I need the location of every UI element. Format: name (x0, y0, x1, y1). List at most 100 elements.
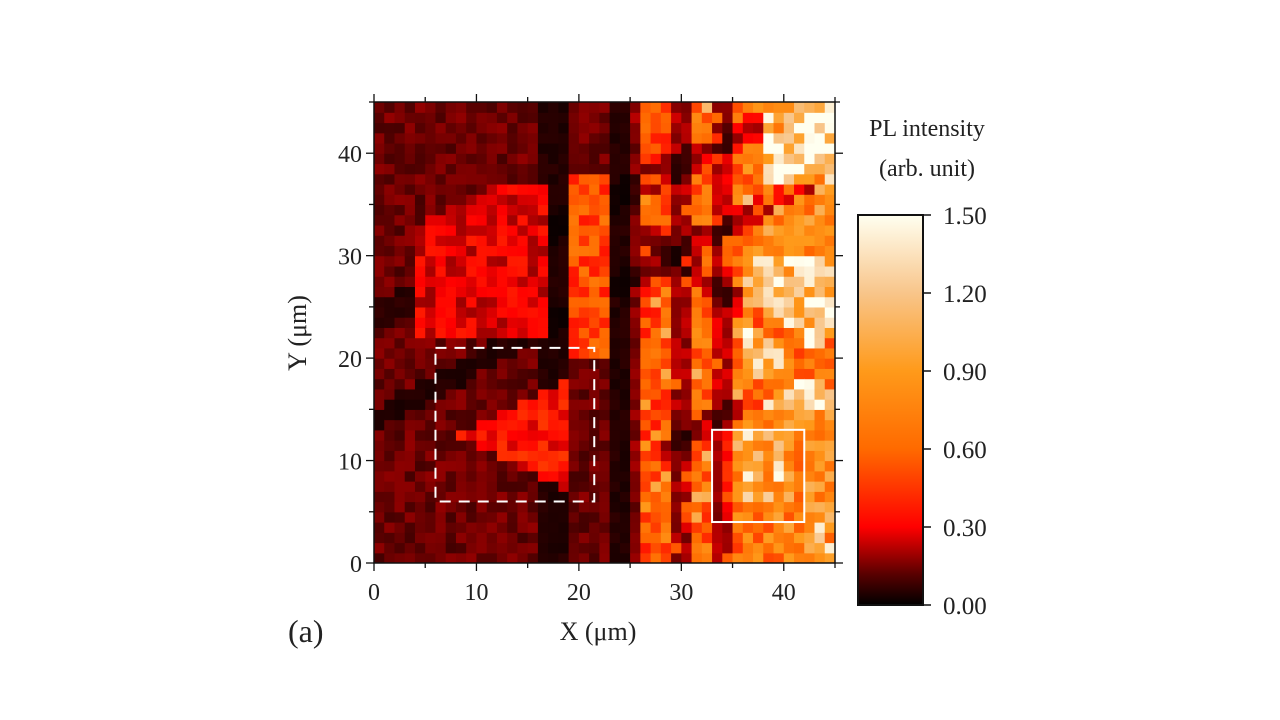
heatmap-cell (609, 224, 621, 236)
heatmap-cell (507, 194, 519, 206)
heatmap-cell (548, 173, 559, 185)
heatmap-cell (609, 214, 621, 226)
heatmap-cell (558, 245, 570, 257)
heatmap-cell (578, 542, 590, 554)
heatmap-cell (753, 102, 764, 113)
heatmap-cell (589, 327, 600, 339)
heatmap-cell (824, 276, 835, 287)
heatmap-cell (414, 358, 426, 369)
heatmap-cell (476, 491, 488, 503)
heatmap-cell (814, 511, 826, 523)
heatmap-cell (568, 337, 580, 349)
heatmap-cell (496, 224, 508, 236)
heatmap-cell (394, 317, 406, 328)
heatmap-cell (455, 142, 467, 154)
heatmap-cell (414, 163, 426, 175)
heatmap-cell (599, 552, 611, 563)
heatmap-cell (476, 409, 488, 421)
heatmap-cell (609, 142, 621, 154)
heatmap-cell (630, 409, 641, 421)
heatmap-cell (558, 204, 570, 216)
heatmap-cell (496, 440, 508, 451)
heatmap-cell (466, 317, 478, 328)
heatmap-cell (404, 358, 416, 369)
heatmap-cell (609, 378, 621, 390)
heatmap-cell (804, 317, 816, 328)
heatmap-cell (466, 347, 478, 359)
heatmap-cell (650, 470, 662, 482)
heatmap-cell (496, 450, 508, 462)
heatmap-cell (384, 368, 396, 380)
heatmap-cell (374, 102, 385, 113)
heatmap-cell (712, 255, 723, 267)
heatmap-cell (486, 419, 498, 431)
heatmap-cell (394, 511, 406, 523)
heatmap-cell (425, 399, 437, 410)
heatmap-cell (722, 388, 734, 400)
heatmap-cell (517, 317, 529, 328)
heatmap-cell (517, 368, 529, 380)
heatmap-cell (527, 296, 539, 308)
heatmap-cell (455, 235, 467, 247)
heatmap-cell (425, 491, 437, 503)
heatmap-cell (527, 378, 539, 390)
heatmap-cell (763, 142, 775, 154)
heatmap-cell (578, 153, 590, 165)
heatmap-cell (814, 378, 826, 390)
heatmap-cell (486, 388, 498, 400)
heatmap-cell (455, 511, 467, 523)
heatmap-cell (722, 460, 734, 472)
heatmap-cell (640, 388, 652, 400)
heatmap-cell (609, 358, 621, 369)
heatmap-cell (435, 255, 447, 267)
heatmap-cell (671, 501, 682, 513)
heatmap-cell (753, 501, 764, 513)
heatmap-cell (701, 347, 713, 359)
heatmap-cell (804, 327, 816, 339)
heatmap-cell (394, 183, 406, 195)
heatmap-cell (804, 378, 816, 390)
heatmap-cell (589, 194, 600, 206)
heatmap-cell (650, 276, 662, 287)
heatmap-cell (578, 142, 590, 154)
heatmap-cell (794, 183, 805, 195)
heatmap-cell (732, 276, 744, 287)
heatmap-cell (650, 204, 662, 216)
heatmap-cell (384, 112, 396, 124)
heatmap-cell (783, 368, 795, 380)
heatmap-cell (619, 532, 631, 544)
heatmap-cell (701, 429, 713, 441)
heatmap-cell (671, 481, 682, 492)
heatmap-cell (548, 194, 559, 206)
heatmap-cell (773, 194, 785, 206)
heatmap-cell (466, 276, 478, 287)
heatmap-cell (804, 429, 816, 441)
heatmap-cell (783, 347, 795, 359)
heatmap-cell (753, 368, 764, 380)
heatmap-cell (548, 337, 559, 349)
heatmap-cell (445, 429, 457, 441)
heatmap-cell (394, 163, 406, 175)
heatmap-cell (630, 153, 641, 165)
heatmap-cell (671, 214, 682, 226)
heatmap-cell (783, 511, 795, 523)
heatmap-cell (527, 276, 539, 287)
heatmap-cell (476, 173, 488, 185)
heatmap-cell (681, 532, 693, 544)
heatmap-cell (476, 501, 488, 513)
heatmap-cell (558, 460, 570, 472)
heatmap-cell (384, 132, 396, 144)
heatmap-cell (537, 142, 549, 154)
heatmap-cell (619, 542, 631, 554)
heatmap-cell (466, 450, 478, 462)
heatmap-cell (558, 501, 570, 513)
heatmap-cell (394, 327, 406, 339)
heatmap-cell (619, 378, 631, 390)
heatmap-cell (783, 419, 795, 431)
heatmap-cell (599, 173, 611, 185)
heatmap-cell (425, 388, 437, 400)
heatmap-cell (814, 327, 826, 339)
heatmap-cell (435, 337, 447, 349)
heatmap-cell (599, 358, 611, 369)
